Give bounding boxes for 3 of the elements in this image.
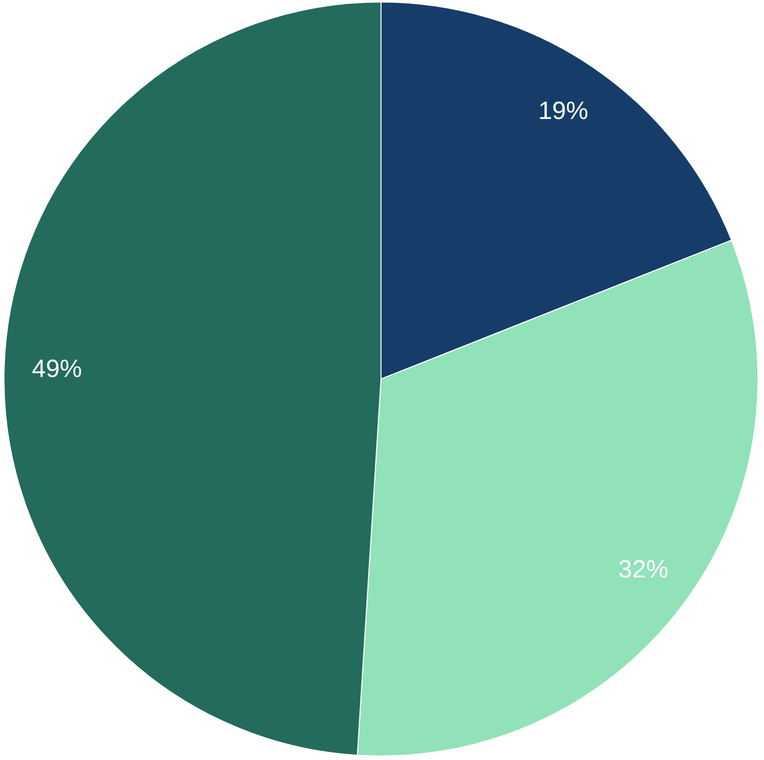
data-label: 32% (618, 556, 668, 584)
data-label: 19% (538, 96, 588, 125)
data-label: 49% (32, 354, 82, 383)
